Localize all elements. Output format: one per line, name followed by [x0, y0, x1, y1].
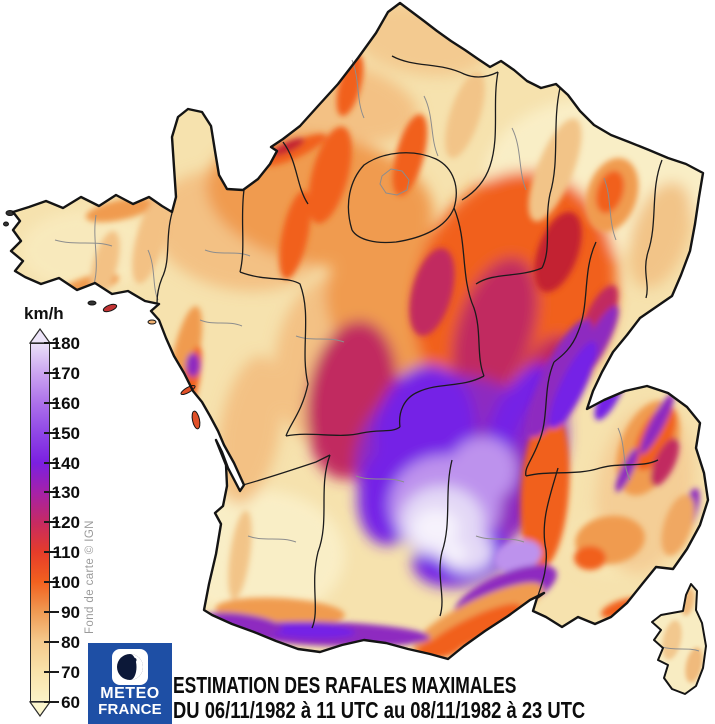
coastal-islands [3, 210, 201, 430]
logo-text-meteo: METEO [100, 685, 160, 702]
legend-tick-label: 180 [51, 334, 80, 353]
region-borders [156, 55, 663, 629]
meteo-france-logo: METEO FRANCE [88, 643, 172, 724]
legend-tick-label: 170 [51, 364, 80, 383]
legend-tick-label: 160 [51, 394, 80, 413]
legend-tick-label: 100 [51, 573, 80, 592]
map-title: ESTIMATION DES RAFALES MAXIMALES [173, 672, 517, 698]
legend-tick-label: 80 [61, 633, 80, 652]
colorbar-bottom-arrow [29, 701, 51, 717]
ign-attribution: Fond de carte © IGN [84, 520, 96, 634]
legend-tick-label: 130 [51, 483, 80, 502]
map-subtitle: DU 06/11/1982 à 11 UTC au 08/11/1982 à 2… [173, 697, 586, 723]
department-borders [54, 59, 700, 652]
meteo-france-logo-icon [112, 649, 148, 685]
logo-text-france: FRANCE [98, 701, 162, 718]
france-outline [9, 1, 710, 661]
legend-tick-label: 60 [61, 693, 80, 712]
legend-tick-label: 70 [61, 663, 80, 682]
legend-tick-label: 120 [51, 513, 80, 532]
legend-tick-label: 140 [51, 454, 80, 473]
legend-tick-label: 90 [61, 603, 80, 622]
corsica-outline [651, 583, 707, 695]
legend-tick-label: 110 [52, 543, 80, 562]
map-caption: ESTIMATION DES RAFALES MAXIMALES DU 06/1… [173, 674, 688, 722]
legend-unit-label: km/h [24, 304, 64, 323]
legend-tick-label: 150 [51, 424, 80, 443]
